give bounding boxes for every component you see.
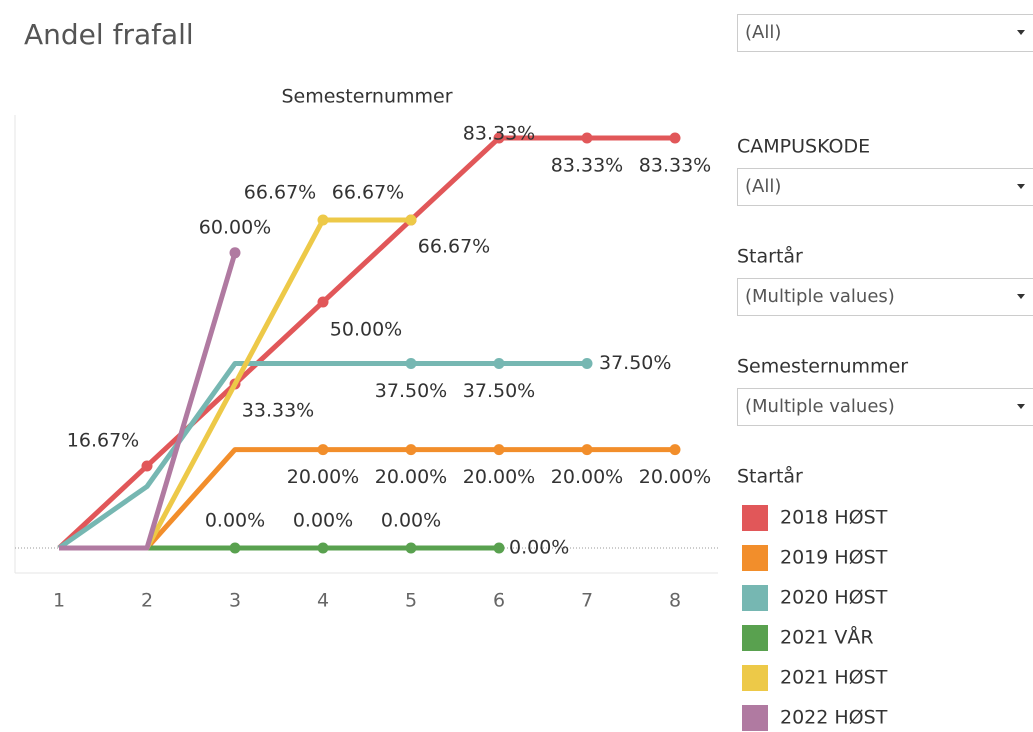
filter-value: (Multiple values) [745, 286, 895, 307]
x-tick-label: 4 [317, 590, 329, 612]
legend-title: Startår [737, 465, 803, 488]
data-label: 83.33% [463, 123, 535, 145]
legend-swatch[interactable] [742, 625, 768, 651]
plot: 1 2 3 4 5 6 7 8 16.67% 33.33% 50.00% 66.67% 83.33% 83… [53, 123, 711, 612]
legend-swatch[interactable] [742, 585, 768, 611]
x-tick-label: 3 [229, 590, 241, 612]
filter-label: Startår [737, 245, 803, 268]
data-point [317, 296, 329, 308]
dropdown-arrow [1017, 404, 1025, 409]
data-point [581, 444, 593, 456]
series-line [57, 135, 675, 550]
filter-label: Semesternummer [737, 356, 908, 378]
data-point [493, 358, 505, 369]
data-point [493, 132, 505, 144]
data-label: 0.00% [293, 510, 353, 532]
data-point [229, 247, 241, 259]
data-label: 20.00% [639, 466, 711, 488]
chart-title: Andel frafall [24, 18, 194, 51]
legend-label[interactable]: 2021 HØST [780, 667, 888, 689]
data-point [581, 132, 593, 144]
data-label: 50.00% [330, 319, 402, 341]
data-point [317, 214, 329, 226]
data-label: 37.50% [375, 380, 447, 402]
data-point [669, 444, 681, 456]
filter-dropdown[interactable] [737, 14, 1033, 52]
filter-dropdown[interactable] [737, 388, 1033, 426]
legend-swatch[interactable] [742, 545, 768, 571]
filters: (All) CAMPUSKODE (All) Startår (Multiple val… [737, 14, 1033, 731]
x-tick-label: 2 [141, 590, 153, 612]
data-label: 20.00% [463, 466, 535, 488]
data-label: 0.00% [381, 510, 441, 532]
x-tick-label: 8 [669, 590, 681, 612]
data-point [317, 444, 329, 456]
data-label: 66.67% [244, 181, 316, 203]
data-label: 60.00% [199, 216, 271, 238]
x-axis-title: Semesternummer [281, 86, 452, 108]
data-point [405, 542, 417, 554]
data-point [669, 132, 681, 144]
filter-dropdown[interactable] [737, 168, 1033, 206]
legend-swatch[interactable] [742, 665, 768, 691]
data-label: 37.50% [599, 352, 671, 374]
data-label: 20.00% [287, 466, 359, 488]
data-label: 83.33% [551, 155, 623, 177]
x-tick-label: 7 [581, 590, 593, 612]
series-line [59, 447, 675, 551]
dropdown-arrow [1017, 184, 1025, 189]
filter-dropdown[interactable] [737, 278, 1033, 316]
data-point [405, 358, 417, 369]
legend-swatch[interactable] [742, 505, 768, 531]
dropdown-arrow [1017, 294, 1025, 299]
dropdown-arrow [1017, 30, 1025, 35]
data-point [405, 444, 417, 456]
data-point [493, 444, 505, 456]
data-label: 33.33% [242, 400, 314, 422]
legend-swatch[interactable] [742, 705, 768, 731]
data-label: 0.00% [205, 510, 265, 532]
data-point [493, 542, 505, 554]
data-label: 37.50% [463, 380, 535, 402]
filter-value: (All) [745, 22, 781, 43]
data-point [317, 542, 329, 554]
legend-label[interactable]: 2022 HØST [780, 707, 888, 729]
data-label: 66.67% [332, 181, 404, 203]
data-point [229, 542, 241, 554]
data-point [141, 460, 153, 472]
data-label: 20.00% [375, 466, 447, 488]
data-label: 16.67% [67, 429, 139, 451]
data-label: 0.00% [509, 537, 569, 559]
data-label: 20.00% [551, 466, 623, 488]
data-point [581, 358, 593, 369]
data-point [405, 214, 417, 226]
filter-value: (All) [745, 176, 781, 197]
data-label: 83.33% [639, 155, 711, 177]
data-label: 66.67% [418, 235, 490, 257]
legend-label[interactable]: 2019 HØST [780, 547, 888, 569]
series-line [59, 252, 238, 551]
x-tick-label: 5 [405, 590, 417, 612]
legend-label[interactable]: 2021 VÅR [780, 626, 874, 649]
filter-label: CAMPUSKODE [737, 136, 870, 158]
x-tick-label: 1 [53, 590, 65, 612]
filter-value: (Multiple values) [745, 396, 895, 417]
x-tick-label: 6 [493, 590, 505, 612]
legend-label[interactable]: 2018 HØST [780, 507, 888, 529]
legend-label[interactable]: 2020 HØST [780, 587, 888, 609]
